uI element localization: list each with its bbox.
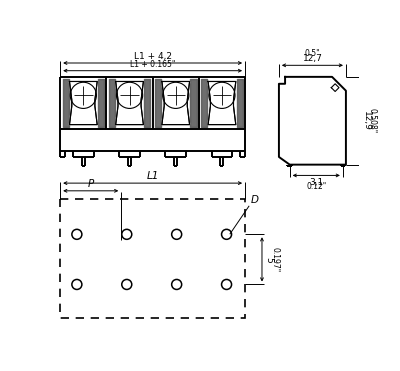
Text: L1 + 0.165": L1 + 0.165" [130,60,175,69]
Polygon shape [162,82,190,125]
Text: D: D [250,195,258,205]
Bar [60,198,245,318]
Polygon shape [208,82,236,125]
Text: 12,7: 12,7 [302,54,322,63]
Text: 5: 5 [264,256,273,262]
Text: 0.12": 0.12" [306,183,326,191]
Text: P: P [88,178,94,188]
Text: L1: L1 [146,171,159,181]
Text: 0.5": 0.5" [305,49,320,58]
Text: 12,9: 12,9 [362,111,371,131]
Text: 0.508": 0.508" [368,108,376,134]
Text: 0.197": 0.197" [270,247,280,272]
Polygon shape [70,82,97,125]
Text: 3,1: 3,1 [309,178,323,187]
Polygon shape [116,82,144,125]
Text: L1 + 4,2: L1 + 4,2 [134,52,172,61]
